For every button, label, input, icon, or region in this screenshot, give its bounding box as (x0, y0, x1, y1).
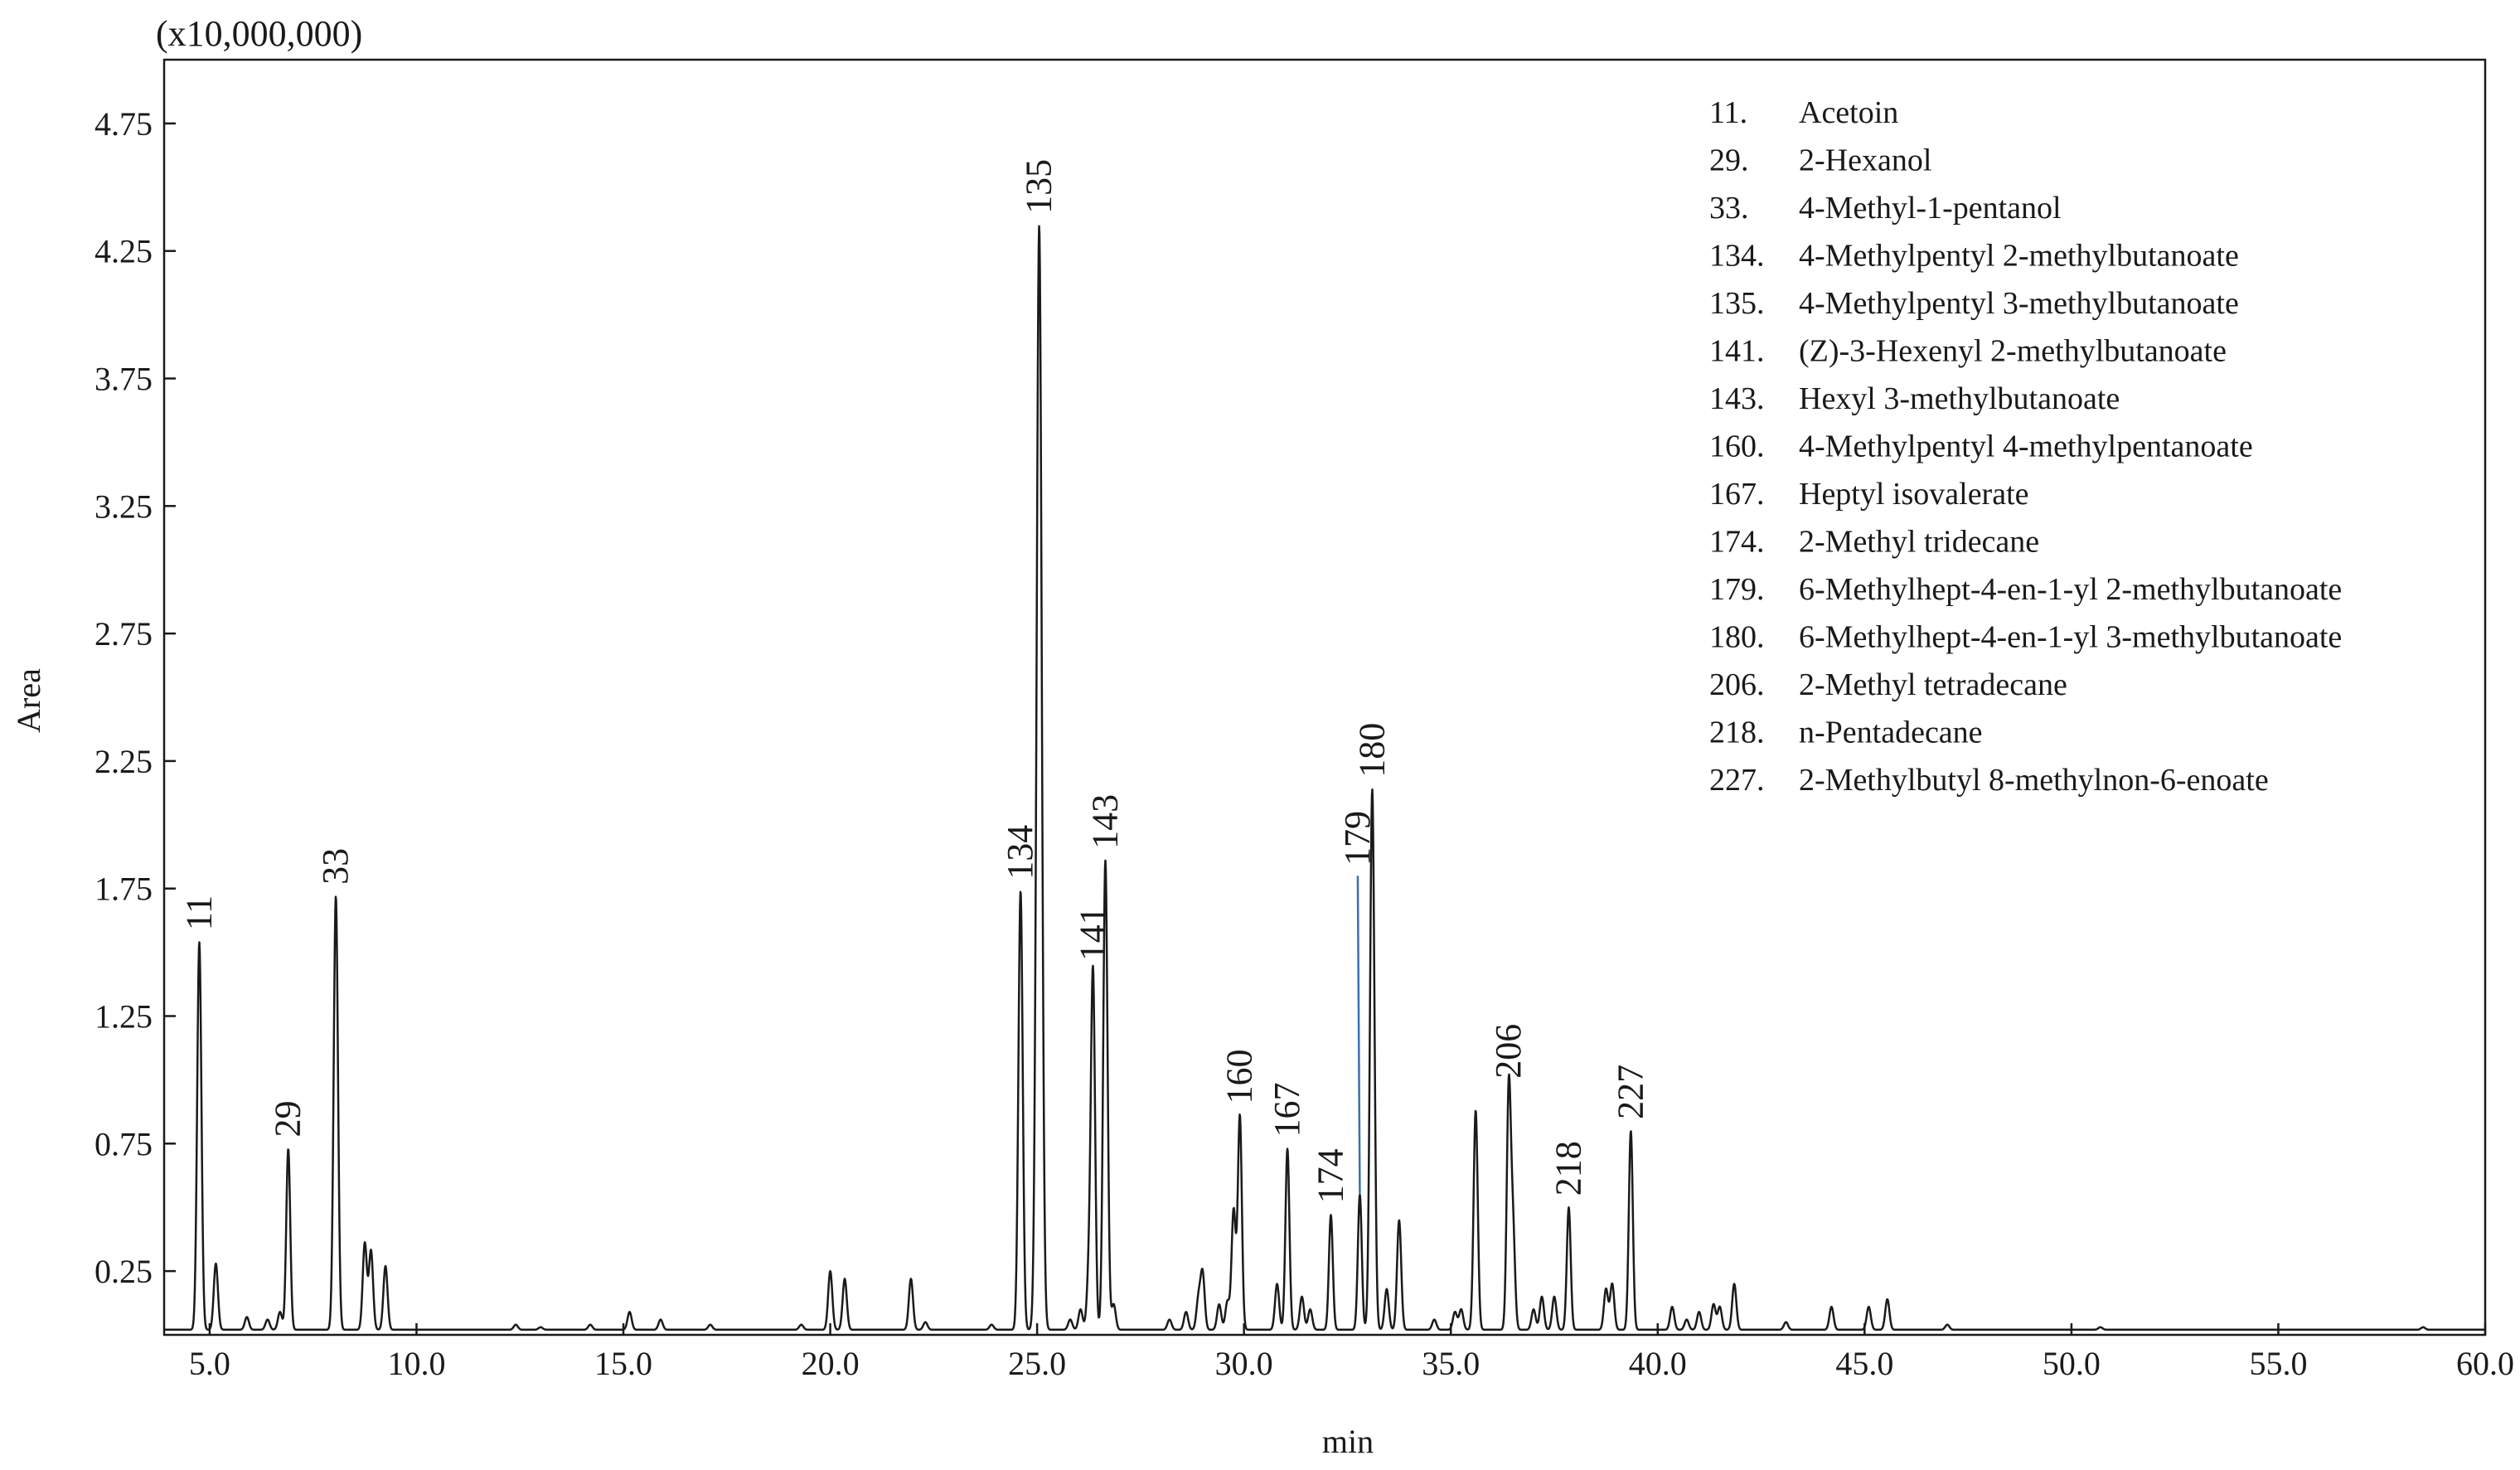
y-axis: 0.25 0.75 1.25 1.75 2.25 2.75 3.25 3.75 4.25 4.75 (94, 105, 176, 1290)
compound-legend: 11. Acetoin 29. 2-Hexanol 33. 4-Methyl-1-pent… (1709, 95, 2342, 798)
peak-label: 206 (1488, 1024, 1529, 1079)
legend-number: 218. (1709, 716, 1765, 750)
peak-label: 33 (315, 848, 356, 885)
peak-179-leader-line (1356, 876, 1361, 1195)
legend-number: 167. (1709, 477, 1765, 512)
x-tick-label: 40.0 (1629, 1345, 1687, 1382)
y-tick-label: 2.75 (94, 615, 153, 653)
x-tick-label: 30.0 (1215, 1345, 1273, 1382)
legend-compound-name: 2-Methyl tetradecane (1799, 667, 2067, 702)
y-tick-label: 0.75 (94, 1125, 153, 1162)
peak-leader-lines (1356, 876, 1361, 1195)
x-axis: 5.0 10.0 15.0 20.0 25.0 30.0 35.0 40.0 45.0 50.0 5… (189, 1323, 2514, 1382)
peak-label: 179 (1337, 811, 1378, 866)
legend-compound-name: 2-Methyl tridecane (1799, 525, 2039, 560)
y-tick-label: 3.25 (94, 488, 153, 525)
legend-compound-name: 4-Methyl-1-pentanol (1799, 191, 2062, 226)
legend-number: 206. (1709, 667, 1765, 702)
y-tick-label: 3.75 (94, 361, 153, 398)
x-tick-label: 15.0 (594, 1345, 652, 1382)
peak-label: 227 (1610, 1065, 1650, 1119)
legend-compound-name: 4-Methylpentyl 4-methylpentanoate (1799, 429, 2253, 464)
legend-compound-name: 6-Methylhept-4-en-1-yl 2-methylbutanoate (1799, 572, 2342, 607)
peak-label: 134 (1000, 825, 1040, 880)
legend-number: 174. (1709, 525, 1765, 560)
x-tick-label: 55.0 (2249, 1345, 2307, 1382)
y-tick-label: 1.25 (94, 998, 153, 1036)
legend-compound-name: (Z)-3-Hexenyl 2-methylbutanoate (1799, 334, 2227, 369)
legend-number: 33. (1709, 191, 1749, 226)
legend-compound-name: 6-Methylhept-4-en-1-yl 3-methylbutanoate (1799, 620, 2342, 655)
y-tick-label: 1.75 (94, 871, 153, 908)
peak-label: 160 (1219, 1050, 1260, 1104)
x-tick-label: 50.0 (2043, 1345, 2101, 1382)
plot-frame (162, 58, 2487, 1337)
x-tick-label: 10.0 (387, 1345, 445, 1382)
legend-number: 134. (1709, 239, 1765, 274)
chromatogram-trace (163, 225, 2486, 1332)
x-axis-title: min (1322, 1423, 1374, 1460)
y-tick-label: 2.25 (94, 743, 153, 780)
legend-compound-name: Hexyl 3-methylbutanoate (1799, 381, 2120, 416)
legend-compound-name: 2-Methylbutyl 8-methylnon-6-enoate (1799, 763, 2269, 798)
legend-number: 227. (1709, 763, 1765, 798)
peak-label: 143 (1085, 794, 1126, 849)
legend-compound-name: Acetoin (1799, 95, 1898, 130)
y-tick-label: 0.25 (94, 1253, 153, 1290)
x-tick-label: 25.0 (1008, 1345, 1066, 1382)
legend-number: 11. (1709, 95, 1747, 130)
y-axis-title: Area (10, 668, 47, 733)
y-multiplier-label: (x10,000,000) (156, 13, 362, 54)
legend-compound-name: n-Pentadecane (1799, 716, 1983, 750)
x-tick-label: 20.0 (802, 1345, 860, 1382)
legend-number: 135. (1709, 286, 1765, 321)
x-tick-label: 45.0 (1835, 1345, 1893, 1382)
peak-label: 135 (1019, 159, 1059, 214)
peak-label: 218 (1548, 1141, 1589, 1196)
legend-number: 141. (1709, 334, 1765, 369)
legend-compound-name: 4-Methylpentyl 2-methylbutanoate (1799, 239, 2239, 274)
peak-label: 141 (1073, 906, 1113, 961)
y-tick-label: 4.25 (94, 233, 153, 270)
y-tick-label: 4.75 (94, 105, 153, 143)
chromatogram-line (163, 225, 2486, 1332)
legend-compound-name: Heptyl isovalerate (1799, 477, 2029, 512)
legend-compound-name: 4-Methylpentyl 3-methylbutanoate (1799, 286, 2239, 321)
legend-number: 180. (1709, 620, 1765, 655)
legend-number: 179. (1709, 572, 1765, 607)
legend-number: 29. (1709, 143, 1749, 178)
legend-compound-name: 2-Hexanol (1799, 143, 1931, 178)
x-tick-label: 5.0 (189, 1345, 230, 1382)
peak-label: 29 (268, 1101, 308, 1138)
peak-label: 180 (1351, 723, 1392, 778)
legend-number: 160. (1709, 429, 1765, 464)
peak-label: 174 (1311, 1148, 1351, 1203)
peak-label: 11 (178, 895, 219, 930)
x-tick-label: 60.0 (2456, 1345, 2514, 1382)
peak-label: 167 (1267, 1083, 1307, 1138)
legend-number: 143. (1709, 381, 1765, 416)
x-tick-label: 35.0 (1422, 1345, 1480, 1382)
